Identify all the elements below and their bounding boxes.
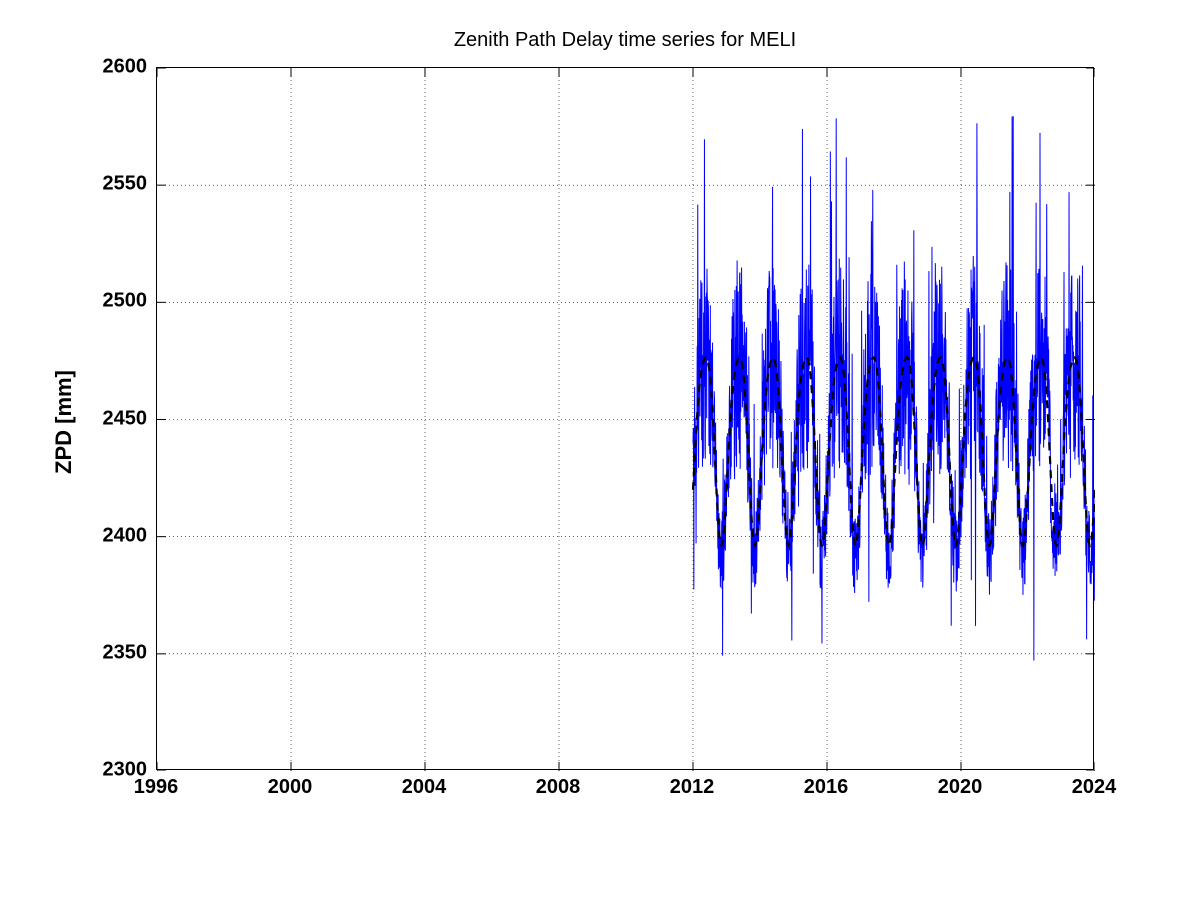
y-tick-label: 2400: [91, 524, 147, 547]
figure: Zenith Path Delay time series for MELI Z…: [0, 0, 1201, 901]
x-tick-label: 2012: [670, 776, 715, 799]
y-tick-label: 2350: [91, 641, 147, 664]
chart-title: Zenith Path Delay time series for MELI: [156, 29, 1094, 52]
y-tick-label: 2300: [91, 759, 147, 782]
x-tick-label: 2020: [938, 776, 983, 799]
plot-svg: [157, 68, 1095, 771]
x-tick-label: 2024: [1072, 776, 1117, 799]
y-tick-label: 2550: [91, 173, 147, 196]
y-tick-label: 2500: [91, 290, 147, 313]
y-tick-label: 2600: [91, 56, 147, 79]
y-axis-label: ZPD [mm]: [51, 370, 77, 474]
y-tick-label: 2450: [91, 407, 147, 430]
x-tick-label: 2016: [804, 776, 849, 799]
series-zpd-data: [693, 116, 1095, 661]
plot-area: [156, 67, 1094, 770]
x-tick-label: 2004: [402, 776, 447, 799]
x-tick-label: 2008: [536, 776, 581, 799]
x-tick-label: 2000: [268, 776, 313, 799]
